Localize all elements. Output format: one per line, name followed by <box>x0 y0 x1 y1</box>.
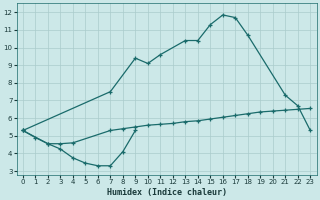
X-axis label: Humidex (Indice chaleur): Humidex (Indice chaleur) <box>107 188 227 197</box>
